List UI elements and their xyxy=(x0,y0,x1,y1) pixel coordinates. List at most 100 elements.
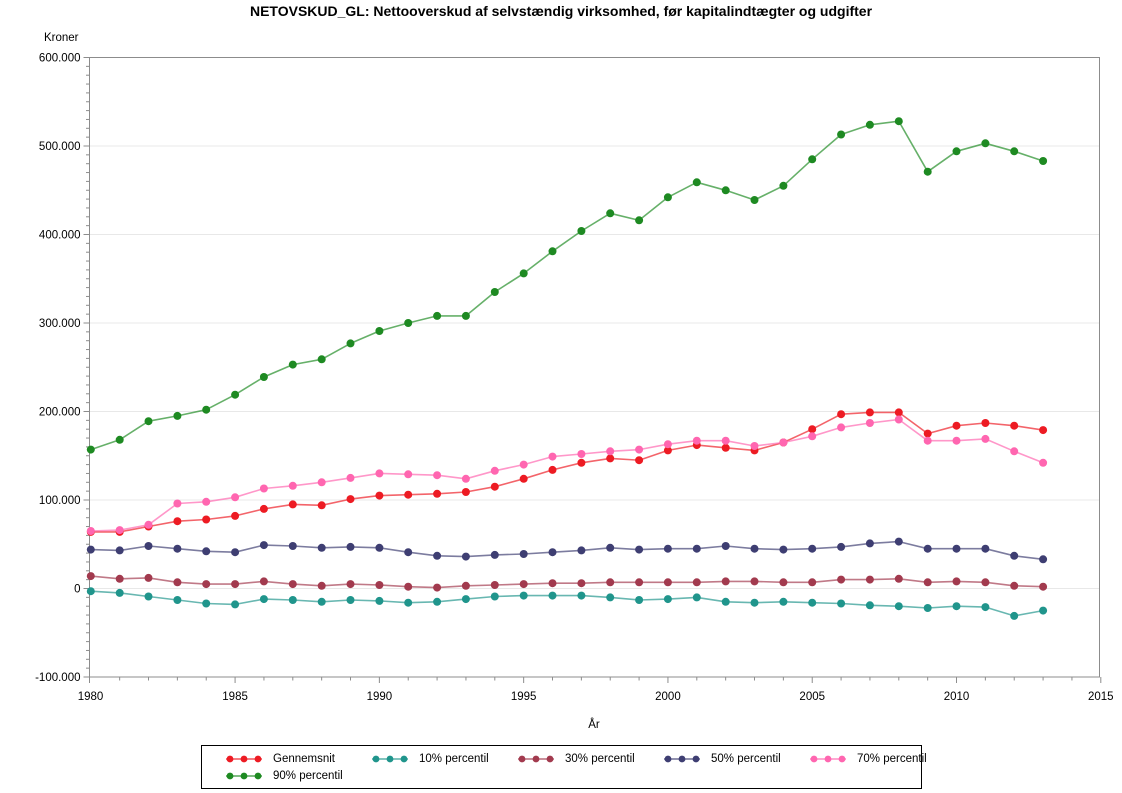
data-point xyxy=(952,421,961,430)
data-point xyxy=(375,581,384,589)
data-point xyxy=(346,339,355,348)
data-point xyxy=(288,481,297,490)
x-tick-label: 2010 xyxy=(944,691,970,703)
data-point xyxy=(317,355,326,364)
data-point xyxy=(461,488,470,496)
data-point xyxy=(375,543,384,552)
data-point xyxy=(259,595,268,604)
data-point xyxy=(692,578,701,587)
data-point xyxy=(606,578,615,587)
y-tick-label: 300.000 xyxy=(39,318,81,330)
data-point xyxy=(519,580,528,589)
data-point xyxy=(808,425,817,434)
data-point xyxy=(1039,458,1048,467)
data-point xyxy=(519,269,528,278)
data-point xyxy=(692,178,701,187)
y-tick-label: 400.000 xyxy=(39,230,81,242)
data-point xyxy=(635,578,644,587)
y-tick-label: 100.000 xyxy=(39,495,81,507)
data-point xyxy=(750,196,759,204)
legend-marker-icon xyxy=(518,755,554,762)
data-point xyxy=(115,574,124,583)
data-point xyxy=(894,415,903,424)
series-line-30-percentil xyxy=(90,575,1044,589)
data-point xyxy=(750,598,759,607)
data-point xyxy=(317,501,326,510)
x-tick-label: 1990 xyxy=(367,691,393,703)
data-point xyxy=(288,580,297,589)
data-point xyxy=(519,474,528,483)
legend-label: 30% percentil xyxy=(565,752,635,765)
legend-item-70-percentil: 70% percentil xyxy=(808,753,954,765)
data-point xyxy=(923,429,932,438)
y-axis-title: Kroner xyxy=(44,32,79,44)
data-point xyxy=(663,595,672,604)
data-point xyxy=(202,405,211,414)
data-point xyxy=(1039,606,1048,615)
data-point xyxy=(923,436,932,445)
data-point xyxy=(635,456,644,465)
data-point xyxy=(404,598,413,607)
data-point xyxy=(692,593,701,602)
data-point xyxy=(577,450,586,458)
data-point xyxy=(461,595,470,604)
data-point xyxy=(259,577,268,586)
data-point xyxy=(375,491,384,500)
data-point xyxy=(202,580,211,589)
data-point xyxy=(231,600,240,609)
legend-label: 90% percentil xyxy=(273,769,343,782)
data-point xyxy=(721,186,730,195)
data-point xyxy=(231,580,240,589)
legend-marker-icon xyxy=(664,755,700,762)
data-point xyxy=(433,583,442,592)
data-point xyxy=(981,139,990,148)
data-point xyxy=(894,574,903,583)
data-point xyxy=(663,440,672,449)
data-point xyxy=(288,596,297,604)
data-point xyxy=(288,360,297,369)
data-point xyxy=(317,543,326,552)
data-point xyxy=(1010,421,1019,430)
data-point xyxy=(115,435,124,444)
data-point xyxy=(865,539,874,548)
legend-label: 10% percentil xyxy=(419,752,489,765)
data-point xyxy=(808,598,817,607)
data-point xyxy=(779,578,788,587)
data-point xyxy=(144,592,153,601)
data-point xyxy=(259,484,268,493)
data-point xyxy=(346,596,355,604)
data-point xyxy=(606,454,615,463)
data-point xyxy=(375,327,384,335)
data-point xyxy=(837,410,846,419)
data-point xyxy=(779,545,788,554)
data-point xyxy=(750,442,759,450)
data-point xyxy=(231,548,240,557)
data-point xyxy=(606,593,615,602)
data-point xyxy=(231,390,240,399)
data-point xyxy=(144,417,153,426)
data-point xyxy=(808,578,817,587)
data-point xyxy=(346,542,355,551)
chart-title: NETOVSKUD_GL: Nettooverskud af selvstænd… xyxy=(249,3,873,19)
legend-label: 50% percentil xyxy=(711,752,781,765)
data-point xyxy=(865,120,874,129)
data-point xyxy=(86,527,95,535)
legend-label: 70% percentil xyxy=(857,752,927,765)
data-point xyxy=(692,436,701,445)
series-line-gennemsnit xyxy=(90,411,1044,533)
data-point xyxy=(461,581,470,590)
y-tick-label: -100.000 xyxy=(35,672,80,684)
data-point xyxy=(86,587,95,596)
data-point xyxy=(519,460,528,469)
legend-label: Gennemsnit xyxy=(273,752,336,765)
legend-marker-icon xyxy=(226,755,262,762)
data-point xyxy=(692,544,701,553)
data-point xyxy=(86,572,95,581)
data-point xyxy=(548,591,557,600)
data-point xyxy=(288,542,297,550)
data-point xyxy=(865,408,874,417)
data-point xyxy=(519,591,528,600)
data-point xyxy=(635,545,644,554)
data-point xyxy=(923,544,932,553)
data-point xyxy=(1039,426,1048,435)
